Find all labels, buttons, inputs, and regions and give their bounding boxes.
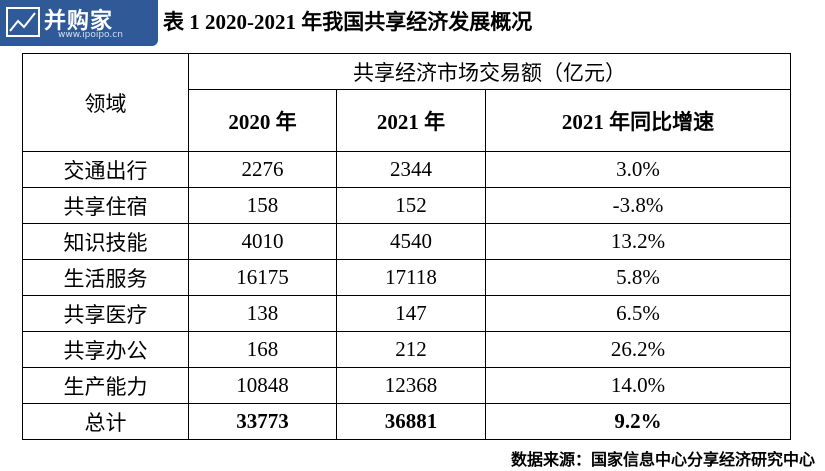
logo-text: 并购家 [44, 9, 114, 34]
table-row: 交通出行 2276 2344 3.0% [22, 151, 791, 188]
cell: 16175 [188, 259, 337, 296]
cell: 26.2% [485, 331, 791, 368]
cell: 2276 [188, 151, 337, 188]
cell: 13.2% [485, 223, 791, 260]
logo: 并购家 www.ipoipo.cn [0, 0, 158, 46]
header-row: 2020 年 2021 年 2021 年同比增速 [23, 89, 791, 152]
column-header: 2020 年 [188, 89, 337, 152]
cell: 4010 [188, 223, 337, 260]
table-row: 生产能力 10848 12368 14.0% [22, 367, 791, 404]
cell: 152 [336, 187, 486, 224]
cell: 4540 [336, 223, 486, 260]
row-label: 共享医疗 [22, 295, 189, 332]
table-row: 知识技能 4010 4540 13.2% [22, 223, 791, 260]
cell: 3.0% [485, 151, 791, 188]
column-header: 2021 年同比增速 [485, 89, 791, 152]
cell: 9.2% [485, 403, 791, 440]
cell: -3.8% [485, 187, 791, 224]
table-row: 共享医疗 138 147 6.5% [22, 295, 791, 332]
cell: 158 [188, 187, 337, 224]
row-label: 知识技能 [22, 223, 189, 260]
cell: 138 [188, 295, 337, 332]
row-label: 生活服务 [22, 259, 189, 296]
cell: 10848 [188, 367, 337, 404]
cell: 2344 [336, 151, 486, 188]
data-table: 领域 共享经济市场交易额（亿元） 2020 年 2021 年 2021 年同比增速 … [22, 53, 791, 440]
row-label: 生产能力 [22, 367, 189, 404]
cell: 212 [336, 331, 486, 368]
table-row: 总计 33773 36881 9.2% [22, 403, 791, 440]
row-label: 共享住宿 [22, 187, 189, 224]
cell: 33773 [188, 403, 337, 440]
table-row: 共享办公 168 212 26.2% [22, 331, 791, 368]
header-row: 领域 共享经济市场交易额（亿元） [22, 53, 791, 152]
table-row: 共享住宿 158 152 -3.8% [22, 187, 791, 224]
cell: 5.8% [485, 259, 791, 296]
cell: 6.5% [485, 295, 791, 332]
row-label: 共享办公 [22, 331, 189, 368]
cell: 14.0% [485, 367, 791, 404]
cell: 168 [188, 331, 337, 368]
cell: 36881 [336, 403, 486, 440]
cell: 12368 [336, 367, 486, 404]
table-row: 生活服务 16175 17118 5.8% [22, 259, 791, 296]
cell: 147 [336, 295, 486, 332]
row-label: 交通出行 [22, 151, 189, 188]
group-header: 共享经济市场交易额（亿元） [188, 53, 791, 90]
source-note: 数据来源：国家信息中心分享经济研究中心 [510, 452, 815, 469]
column-header: 2021 年 [336, 89, 486, 152]
row-label: 总计 [22, 403, 189, 440]
logo-url: www.ipoipo.cn [58, 30, 123, 40]
cell: 17118 [336, 259, 486, 296]
logo-icon [6, 7, 40, 37]
corner-cell: 领域 [22, 53, 189, 152]
table-title: 表 1 2020-2021 年我国共享经济发展概况 [163, 10, 533, 34]
